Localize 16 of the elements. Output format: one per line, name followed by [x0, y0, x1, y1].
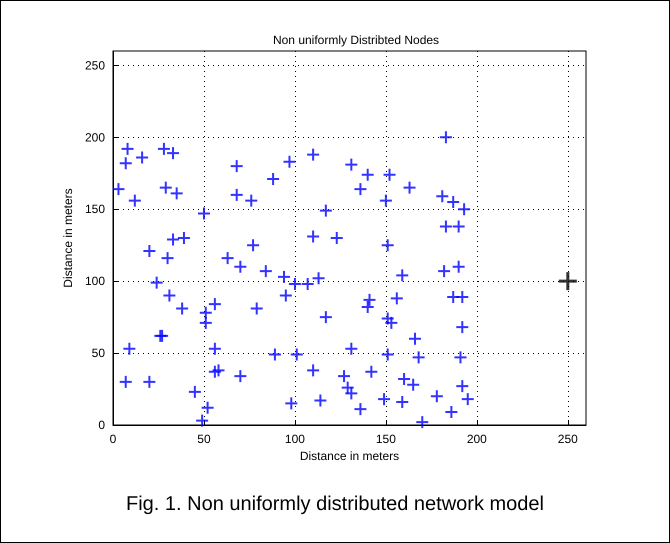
x-tick-label: 250 [558, 432, 578, 446]
y-axis-title: Distance in meters [61, 188, 76, 288]
y-tick-label: 150 [84, 202, 106, 216]
x-tick-label: 0 [110, 432, 117, 446]
x-tick-label: 100 [284, 432, 306, 446]
y-tick-label: 100 [84, 274, 106, 288]
x-tick-label: 50 [197, 432, 211, 446]
x-axis-title: Distance in meters [300, 448, 400, 463]
x-tick-label: 200 [466, 432, 488, 446]
y-tick-label: 50 [92, 346, 106, 360]
y-tick-label: 0 [98, 418, 106, 432]
chart-title: Non uniformly Distribted Nodes [272, 33, 440, 47]
y-tick-label: 200 [84, 130, 106, 144]
y-tick-label: 250 [84, 58, 106, 72]
x-tick-label: 150 [376, 432, 396, 446]
caption: Fig. 1. Non uniformly distributed network model [126, 493, 544, 515]
